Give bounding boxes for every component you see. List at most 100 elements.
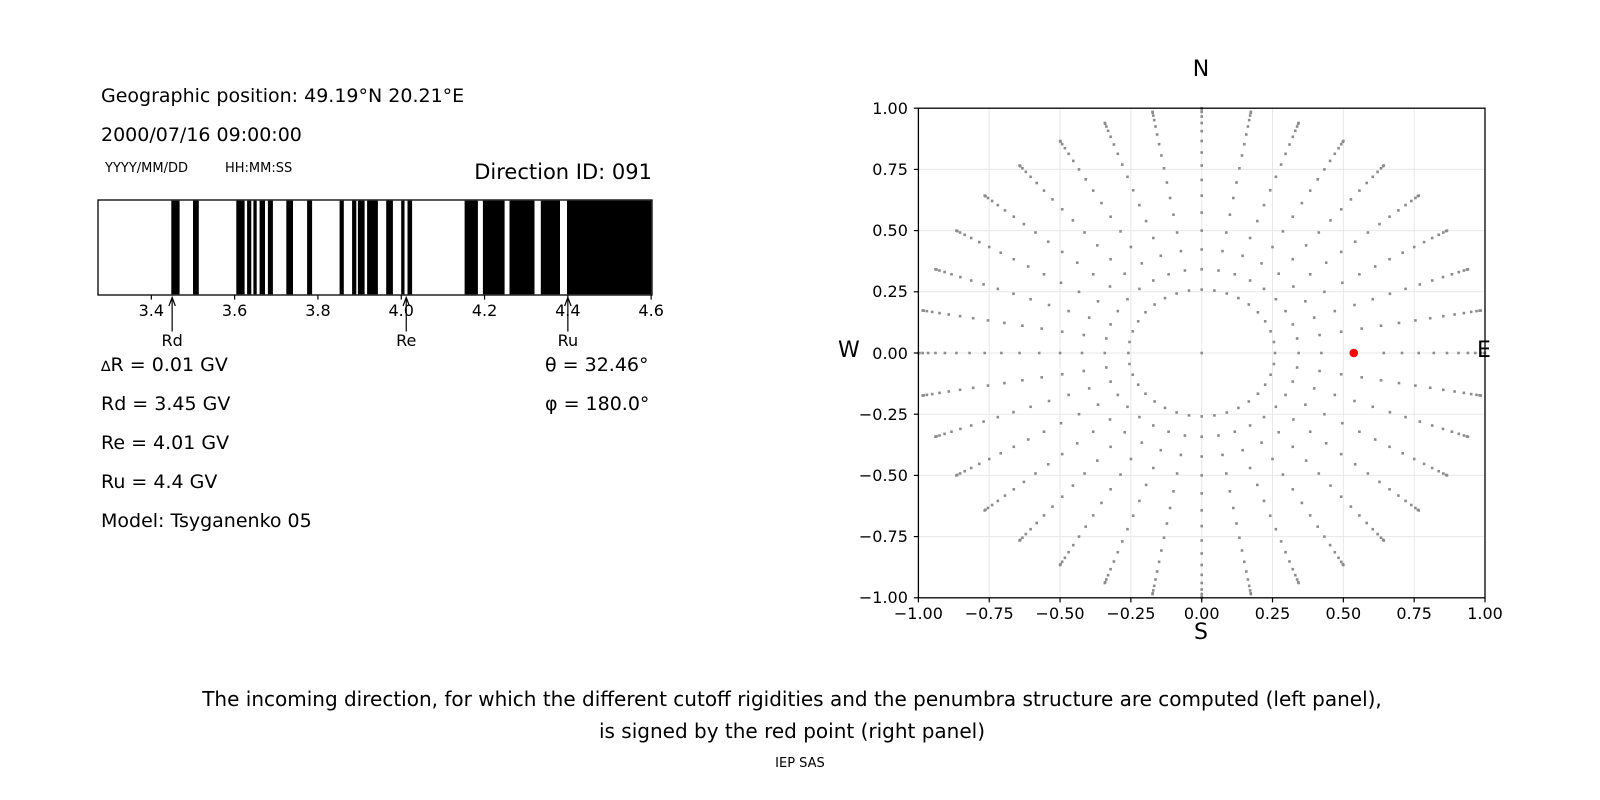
direction-dot <box>1091 189 1095 192</box>
rigidity-marker-label: Ru <box>557 331 579 350</box>
direction-dot <box>1179 249 1183 253</box>
direction-x-tick-label: −0.25 <box>1106 604 1156 623</box>
direction-dot <box>1121 163 1124 166</box>
direction-dot <box>1365 521 1368 525</box>
direction-dot <box>930 310 934 314</box>
direction-dot <box>1246 125 1250 128</box>
direction-dot <box>1175 231 1179 234</box>
penumbra-bar <box>286 200 293 295</box>
direction-dot <box>986 319 990 322</box>
direction-dot <box>1292 418 1295 421</box>
direction-dot <box>925 393 929 397</box>
direction-dot <box>1217 269 1220 272</box>
compass-north-label: N <box>1192 57 1210 82</box>
direction-dot <box>1316 525 1319 528</box>
direction-dot <box>1284 152 1287 156</box>
direction-dot <box>1281 230 1285 233</box>
direction-x-tick-label: 0.75 <box>1396 604 1432 623</box>
direction-dot <box>1418 420 1422 423</box>
direction-dot <box>1067 309 1070 313</box>
direction-dot <box>1163 296 1167 300</box>
penumbra-bar <box>259 200 265 295</box>
direction-dot <box>1318 369 1321 373</box>
penumbra-bar <box>509 200 535 295</box>
direction-dot <box>1400 351 1404 355</box>
direction-dot <box>1084 525 1087 528</box>
direction-dot <box>1388 445 1391 449</box>
direction-dot <box>1200 268 1203 271</box>
direction-dot <box>1200 164 1203 167</box>
direction-dot <box>1333 309 1337 313</box>
penumbra-bar <box>307 200 313 295</box>
direction-dot <box>1183 269 1187 272</box>
direction-dot <box>1450 430 1454 433</box>
direction-dot <box>1442 388 1445 392</box>
direction-dot <box>947 313 951 316</box>
direction-dot <box>1119 473 1122 476</box>
direction-dot <box>1339 250 1343 254</box>
compass-west-label: W <box>838 338 860 363</box>
direction-dot <box>1342 139 1345 143</box>
direction-dot <box>1271 245 1274 249</box>
direction-dot <box>1284 393 1287 397</box>
ru-value: Ru = 4.4 GV <box>101 471 218 493</box>
direction-dot <box>1397 209 1400 212</box>
direction-dot <box>1051 198 1054 201</box>
direction-dot <box>1200 151 1203 154</box>
direction-dot <box>1379 167 1383 170</box>
direction-dot <box>1105 337 1108 340</box>
direction-dot <box>1126 297 1129 301</box>
re-value: Re = 4.01 GV <box>101 432 230 454</box>
rigidity-marker-label: Rd <box>161 331 183 350</box>
direction-dot <box>1106 573 1110 577</box>
direction-dot <box>1324 442 1328 445</box>
direction-dot <box>1136 383 1140 386</box>
direction-dot <box>1295 125 1299 128</box>
direction-dot <box>1103 121 1107 125</box>
direction-dot <box>950 430 953 433</box>
direction-dot <box>996 499 1000 503</box>
direction-dot <box>1404 415 1407 419</box>
direction-dot <box>1292 285 1295 288</box>
direction-dot <box>1058 563 1062 567</box>
direction-dot <box>1353 303 1356 307</box>
direction-dot <box>986 196 990 200</box>
direction-dot <box>1077 168 1081 171</box>
direction-dot <box>1105 366 1108 369</box>
direction-dot <box>1162 167 1166 170</box>
direction-dot <box>1371 297 1375 301</box>
direction-dot <box>921 351 924 355</box>
penumbra-bar <box>482 200 505 295</box>
direction-dot <box>1109 488 1112 491</box>
direction-dot <box>943 351 947 355</box>
direction-y-tick-label: −1.00 <box>858 588 908 608</box>
direction-dot <box>1397 381 1401 385</box>
delta-r-value: ∆R = 0.01 GV <box>101 354 228 376</box>
direction-dot <box>1175 292 1178 295</box>
direction-dot <box>1441 275 1445 279</box>
time-format-label: HH:MM:SS <box>225 161 293 176</box>
direction-dot <box>1096 459 1099 462</box>
penumbra-bar <box>352 200 357 295</box>
direction-dot <box>1160 154 1163 157</box>
direction-dot <box>1063 556 1067 560</box>
direction-dot <box>1200 474 1203 477</box>
direction-dot <box>1437 233 1440 237</box>
direction-dot <box>1316 178 1319 181</box>
direction-dot <box>1256 219 1259 223</box>
direction-dot <box>1136 320 1140 323</box>
direction-dot <box>1274 175 1278 179</box>
direction-dot <box>1410 503 1413 507</box>
direction-dot <box>1042 273 1046 276</box>
direction-dot <box>1414 506 1417 510</box>
direction-dot <box>1291 488 1295 491</box>
direction-dot <box>1034 231 1037 234</box>
direction-dot <box>1235 181 1238 184</box>
direction-dot <box>1238 536 1241 539</box>
direction-dot <box>1126 405 1129 409</box>
direction-dot <box>1341 421 1344 425</box>
direction-dot <box>1342 563 1345 567</box>
direction-dot <box>968 351 971 355</box>
direction-dot <box>1339 495 1343 498</box>
